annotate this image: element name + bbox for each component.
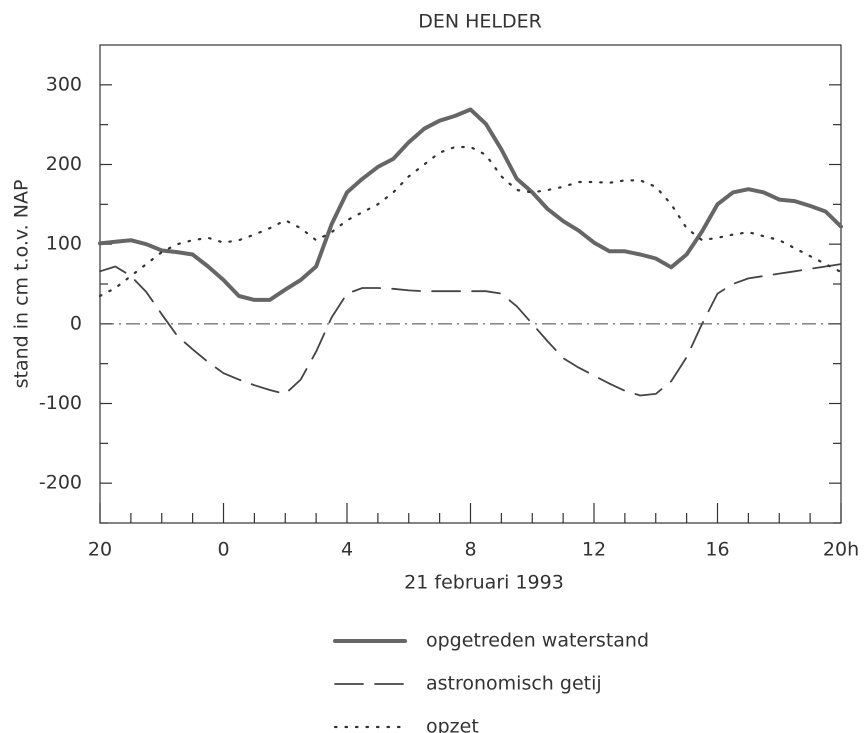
legend-label: astronomisch getij (426, 673, 602, 695)
y-tick-label: 100 (46, 233, 82, 255)
x-tick-label: 12 (582, 539, 606, 561)
x-tick-label: 16 (705, 539, 729, 561)
x-tick-label: 20 (88, 539, 112, 561)
y-tick-label: 300 (46, 73, 82, 95)
line-dotted (98, 145, 843, 298)
legend-label: opgetreden waterstand (426, 630, 649, 652)
line-solid (98, 107, 843, 302)
chart-title: DEN HELDER (418, 11, 542, 33)
x-tick-label: 8 (464, 539, 476, 561)
legend-label: opzet (426, 716, 479, 733)
y-tick-label: 200 (46, 153, 82, 175)
x-tick-label: 20h (823, 539, 859, 561)
plot-frame (99, 44, 842, 524)
y-tick-label: -200 (39, 472, 82, 494)
x-axis-label: 21 februari 1993 (404, 572, 564, 594)
x-tick-label: 4 (341, 539, 353, 561)
y-axis-label: stand in cm t.o.v. NAP (11, 180, 33, 389)
x-tick-label: 0 (217, 539, 229, 561)
y-tick-label: 0 (70, 312, 82, 334)
y-tick-label: -100 (39, 392, 82, 414)
line-dashed (99, 263, 842, 397)
